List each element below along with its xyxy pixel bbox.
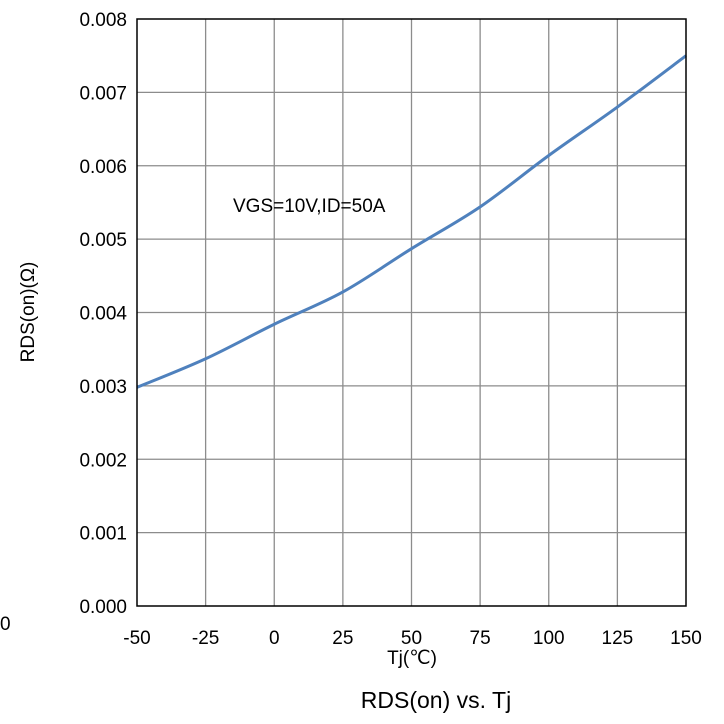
- x-tick-label: -25: [192, 628, 219, 649]
- annotation: VGS=10V,ID=50A: [233, 196, 386, 217]
- x-tick-label: 25: [332, 628, 353, 649]
- x-tick-label: 100: [533, 628, 565, 649]
- y-tick-label: 0.006: [79, 157, 127, 178]
- y-tick-label: 0.003: [79, 377, 127, 398]
- y-tick-labels: 0.000 0.001 0.002 0.003 0.004 0.005 0.006 0.007…: [79, 10, 127, 618]
- x-tick-label: 75: [470, 628, 491, 649]
- x-tick-labels: -50 -25 0 25 50 75 100 125 150: [123, 628, 702, 649]
- y-tick-label: 0.004: [79, 304, 127, 325]
- y-tick-label: 0.007: [79, 83, 127, 104]
- x-axis-label: Tj(℃): [387, 648, 437, 669]
- series-line: [136, 54, 687, 389]
- plot-frame: [136, 18, 687, 607]
- x-tick-label: 125: [602, 628, 634, 649]
- y-tick-label: 0.002: [79, 450, 127, 471]
- chart-title: RDS(on) vs. Tj: [361, 687, 511, 713]
- x-tick-label: 150: [670, 628, 702, 649]
- y-tick-label: 0.005: [79, 230, 127, 251]
- y-tick-label: 0.001: [79, 524, 127, 545]
- x-tick-label: 50: [401, 628, 422, 649]
- y-tick-label: 0.000: [79, 597, 127, 618]
- stray-label: 0: [0, 614, 11, 635]
- x-tick-label: 0: [269, 628, 280, 649]
- y-tick-label: 0.008: [79, 10, 127, 31]
- grid: [137, 19, 686, 606]
- y-axis-label: RDS(on)(Ω): [18, 262, 39, 363]
- x-tick-label: -50: [123, 628, 150, 649]
